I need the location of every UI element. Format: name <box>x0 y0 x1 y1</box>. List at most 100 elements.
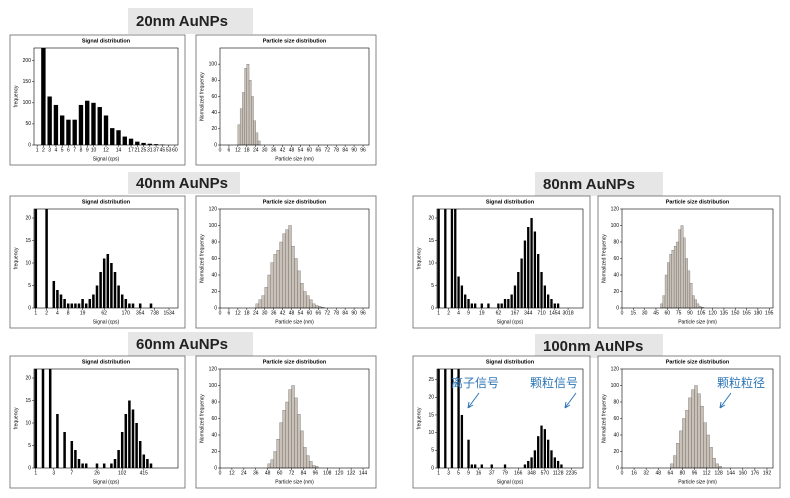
x-tick-label: 738 <box>150 310 159 316</box>
x-tick-label: 54 <box>298 310 304 316</box>
bar <box>48 369 52 468</box>
x-tick-label: 32 <box>643 470 649 476</box>
x-tick-label: 30 <box>262 147 268 153</box>
bar <box>454 209 457 308</box>
bar <box>138 303 142 308</box>
x-tick-label: 4 <box>55 147 58 153</box>
x-tick-label: 96 <box>313 470 319 476</box>
y-axis-label: frequency <box>416 247 422 269</box>
bar <box>267 463 271 469</box>
x-tick-label: 78 <box>333 147 339 153</box>
y-tick-label: 120 <box>611 206 620 212</box>
plot-frame <box>33 208 179 309</box>
bar <box>81 463 84 468</box>
x-tick-label: 16 <box>476 470 482 476</box>
x-axis-label: Signal (cps) <box>93 479 120 485</box>
x-tick-label: 60 <box>277 470 283 476</box>
bar <box>70 441 74 468</box>
y-tick-label: 150 <box>23 79 32 85</box>
y-tick-label: 20 <box>211 126 217 132</box>
y-tick-label: 5 <box>28 283 31 289</box>
x-tick-label: 75 <box>676 310 682 316</box>
y-tick-label: 0 <box>28 465 31 471</box>
chart-title: Signal distribution <box>82 199 131 205</box>
x-tick-label: 80 <box>680 470 686 476</box>
y-axis-label: frequency <box>13 407 19 429</box>
bar <box>131 409 135 468</box>
bar <box>703 422 707 469</box>
bar <box>261 295 265 309</box>
bar <box>63 299 66 308</box>
bar <box>676 443 680 469</box>
chart: Signal distribution Signal (cps) frequency… <box>9 195 186 329</box>
bar <box>110 463 113 468</box>
bar <box>550 299 553 308</box>
bar <box>99 272 102 308</box>
bar <box>251 96 254 146</box>
x-tick-label: 19 <box>80 310 86 316</box>
y-tick-label: 0 <box>431 465 434 471</box>
y-tick-label: 5 <box>28 443 31 449</box>
bar <box>510 294 513 308</box>
y-tick-label: 60 <box>211 256 217 262</box>
x-tick-label: 135 <box>720 310 729 316</box>
y-tick-label: 0 <box>616 465 619 471</box>
chart: Particle size distribution Particle size … <box>597 355 781 489</box>
y-tick-label: 80 <box>211 239 217 245</box>
x-tick-label: 1128 <box>553 470 564 476</box>
x-tick-label: 66 <box>316 310 322 316</box>
x-tick-label: 348 <box>527 470 536 476</box>
bar <box>670 463 674 469</box>
x-tick-label: 45 <box>653 310 659 316</box>
x-axis-label: Particle size (nm) <box>275 319 314 325</box>
x-tick-label: 2235 <box>566 470 577 476</box>
x-tick-label: 79 <box>502 470 508 476</box>
bar <box>41 369 45 468</box>
x-tick-label: 176 <box>751 470 760 476</box>
bar <box>470 303 474 308</box>
bar <box>88 299 92 308</box>
x-tick-label: 6 <box>67 147 70 153</box>
x-tick-label: 26 <box>94 470 100 476</box>
bar <box>84 303 88 308</box>
chart: Particle size distribution Particle size … <box>195 34 377 166</box>
bar <box>517 272 520 308</box>
y-tick-label: 10 <box>428 430 434 436</box>
x-tick-label: 8 <box>80 147 83 153</box>
x-tick-label: 42 <box>280 310 286 316</box>
bar <box>450 209 454 308</box>
x-tick-label: 144 <box>727 470 736 476</box>
x-tick-label: 6 <box>228 147 231 153</box>
bar <box>288 389 292 469</box>
y-axis-label: frequency <box>13 85 19 107</box>
x-tick-label: 0 <box>219 147 222 153</box>
x-tick-label: 30 <box>262 310 268 316</box>
y-tick-label: 80 <box>613 399 619 405</box>
bar <box>523 240 527 308</box>
bar <box>276 250 280 309</box>
y-tick-label: 0 <box>616 305 619 311</box>
bar <box>685 410 689 469</box>
bar <box>285 401 289 469</box>
x-tick-label: 415 <box>140 470 149 476</box>
bar <box>460 285 464 308</box>
bar <box>664 274 668 309</box>
plot-frame <box>219 208 370 309</box>
bar <box>470 464 474 468</box>
bar <box>81 299 84 308</box>
x-axis-label: Signal (cps) <box>93 319 120 325</box>
x-tick-label: 8 <box>67 310 70 316</box>
x-tick-label: 0 <box>621 470 624 476</box>
x-tick-label: 78 <box>333 310 339 316</box>
bar <box>309 461 313 469</box>
x-tick-label: 354 <box>136 310 145 316</box>
bar <box>680 225 684 309</box>
x-tick-label: 84 <box>342 147 348 153</box>
chart-title: Signal distribution <box>82 38 131 44</box>
bar <box>59 115 65 145</box>
x-axis-label: Signal (cps) <box>497 319 524 325</box>
x-tick-label: 17 <box>128 147 134 153</box>
bar <box>683 237 686 309</box>
bar <box>297 270 301 309</box>
y-tick-label: 60 <box>211 94 217 100</box>
